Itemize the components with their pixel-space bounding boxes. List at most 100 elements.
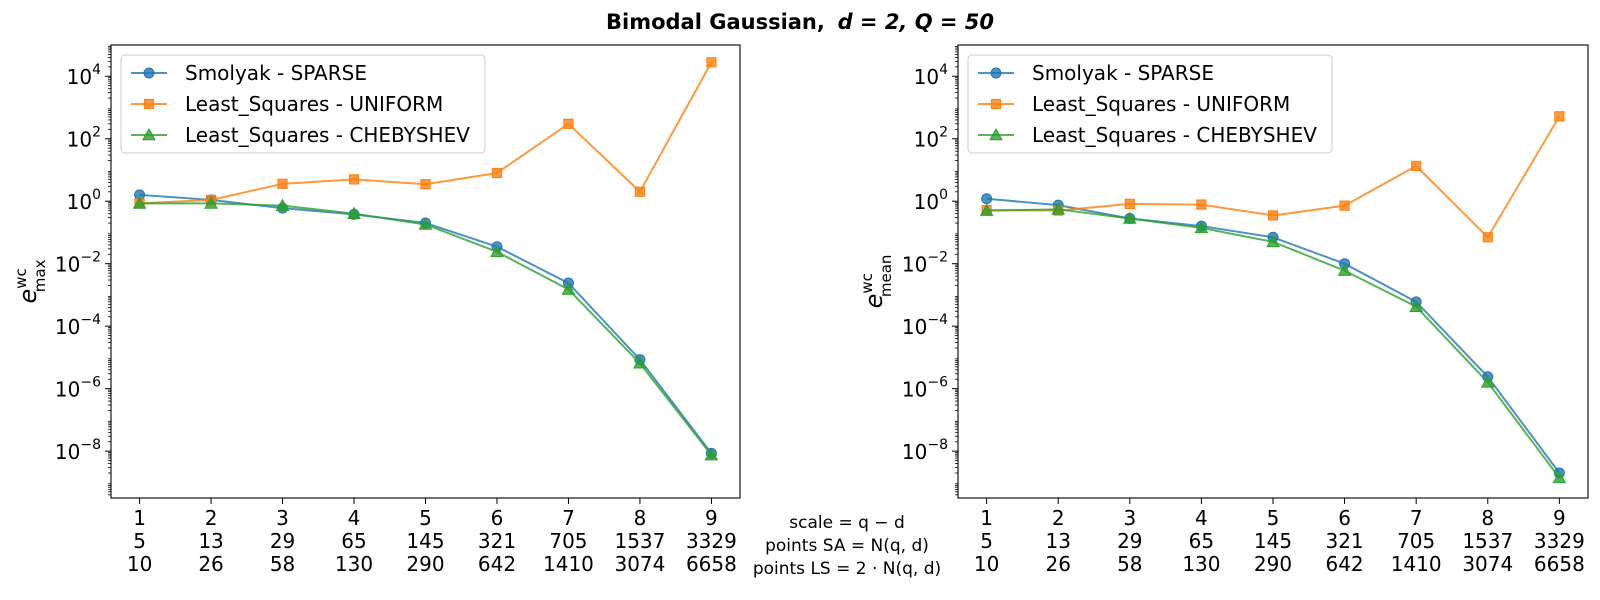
data-point-1-8 (706, 57, 717, 68)
x-tick-label-row2-7: 3074 (614, 552, 665, 576)
x-tick-label-row1-8: 3329 (686, 529, 737, 553)
legend-box (120, 54, 486, 154)
data-point-2-6 (1409, 299, 1424, 313)
data-point-2-2 (1122, 211, 1137, 224)
data-point-2-1 (204, 196, 218, 209)
data-point-2-6 (561, 282, 576, 295)
data-point-2-7 (1480, 375, 1495, 388)
data-point-2-8 (704, 448, 719, 461)
x-tick-label-row2-4: 290 (1254, 552, 1292, 576)
legend-label-0: Smolyak - SPARSE (185, 61, 367, 85)
legend-label-0: Smolyak - SPARSE (1032, 61, 1214, 85)
x-tick-label-row1-2: 29 (270, 529, 295, 553)
data-point-2-2 (275, 198, 290, 211)
data-point-2-7 (633, 356, 647, 369)
y-tick-label-0: 10−8 (902, 437, 948, 464)
x-tick-label-row1-0: 5 (133, 529, 146, 553)
data-point-2-3 (1194, 220, 1209, 234)
data-point-1-2 (1124, 198, 1135, 209)
y-tick-label-3: 10−2 (55, 250, 101, 277)
data-point-0-0 (981, 193, 993, 205)
x-tick-label-row2-3: 130 (1182, 552, 1220, 576)
series-line-triangle-1 (986, 208, 1561, 479)
x-tick-label-row0-4: 5 (1267, 506, 1280, 530)
y-tick-label-4: 100 (914, 187, 948, 214)
x-tick-label-row1-8: 3329 (1534, 529, 1585, 553)
series-line-triangle-0 (139, 202, 713, 456)
x-tick-label-row1-1: 13 (198, 529, 223, 553)
data-point-1-4 (420, 179, 431, 190)
x-tick-label-row0-6: 7 (1410, 506, 1423, 530)
y-tick-label-0: 10−8 (55, 437, 101, 464)
data-point-1-2 (277, 178, 288, 189)
x-tick-label-row2-7: 3074 (1462, 552, 1513, 576)
x-tick-label-row0-6: 7 (562, 506, 575, 530)
data-point-2-4 (1266, 234, 1280, 248)
x-tick-label-row2-8: 6658 (1534, 552, 1585, 576)
data-point-2-8 (1552, 470, 1567, 484)
legend-marker (990, 98, 1002, 110)
data-point-2-1 (1051, 202, 1066, 215)
chart-panel-mean-error: 10−810−610−410−2100102104151021326329584… (858, 44, 1589, 576)
figure-title: Bimodal Gaussian, d = 2, Q = 50 (606, 10, 994, 34)
x-tick-label-row0-0: 1 (133, 506, 146, 530)
data-point-1-3 (1196, 199, 1207, 210)
data-point-1-4 (1267, 210, 1279, 221)
legend-label-1: Least_Squares - UNIFORM (185, 92, 443, 116)
y-axis-label: ewcmax (12, 259, 49, 303)
x-tick-label-row2-1: 26 (1046, 552, 1071, 576)
x-tick-label-row1-7: 1537 (1462, 529, 1513, 553)
x-tick-label-row1-6: 705 (1397, 529, 1435, 553)
x-tick-label-row2-5: 642 (1325, 552, 1363, 576)
data-point-1-6 (563, 118, 574, 129)
y-tick-label-2: 10−4 (902, 312, 948, 339)
data-point-1-7 (634, 186, 646, 197)
x-tick-label-row2-6: 1410 (1391, 552, 1442, 576)
y-tick-label-5: 102 (914, 125, 948, 152)
x-tick-label-row0-4: 5 (419, 506, 432, 530)
scale-label: scale = q − d (789, 513, 905, 533)
x-tick-label-row2-0: 10 (974, 552, 999, 576)
chart-panel-max-error: 10−810−610−410−2100102104151021326329584… (12, 44, 741, 576)
x-tick-label-row0-3: 4 (1195, 506, 1208, 530)
x-tick-label-row2-4: 290 (406, 552, 444, 576)
y-tick-label-1: 10−6 (902, 375, 948, 402)
x-tick-label-row0-5: 6 (1338, 506, 1351, 530)
data-point-2-5 (1337, 263, 1352, 276)
data-point-1-7 (1482, 232, 1493, 243)
legend-label-1: Least_Squares - UNIFORM (1032, 92, 1290, 116)
x-tick-label-row2-3: 130 (335, 552, 373, 576)
y-tick-label-6: 104 (67, 62, 101, 89)
x-tick-label-row2-1: 26 (198, 552, 223, 576)
x-tick-label-row0-8: 9 (1553, 506, 1566, 530)
x-tick-label-row0-1: 2 (1052, 506, 1065, 530)
x-tick-label-row0-2: 3 (276, 506, 289, 530)
y-tick-label-6: 104 (914, 62, 948, 89)
y-tick-label-2: 10−4 (55, 312, 101, 339)
x-tick-label-row1-1: 13 (1046, 529, 1071, 553)
x-tick-label-row0-1: 2 (205, 506, 218, 530)
y-axis-label: ewcmean (858, 255, 895, 309)
y-tick-label-1: 10−6 (55, 375, 101, 402)
x-tick-label-row1-0: 5 (980, 529, 993, 553)
data-point-1-6 (1411, 160, 1422, 171)
data-point-1-5 (1339, 200, 1350, 211)
data-point-2-3 (347, 206, 361, 219)
x-tick-label-row2-6: 1410 (543, 552, 594, 576)
y-tick-label-4: 100 (67, 187, 101, 214)
x-tick-label-row1-7: 1537 (614, 529, 665, 553)
x-tick-label-row1-5: 321 (478, 529, 516, 553)
x-tick-label-row0-7: 8 (634, 506, 647, 530)
x-tick-label-row1-4: 145 (406, 529, 444, 553)
x-tick-label-row1-5: 321 (1325, 529, 1363, 553)
x-tick-label-row0-0: 1 (980, 506, 993, 530)
x-tick-label-row2-2: 58 (1117, 552, 1142, 576)
x-tick-label-row1-6: 705 (549, 529, 587, 553)
data-point-1-5 (491, 167, 503, 179)
data-point-2-0 (132, 196, 147, 209)
x-tick-label-row2-5: 642 (478, 552, 516, 576)
y-tick-label-3: 10−2 (902, 250, 948, 277)
x-tick-label-row2-8: 6658 (686, 552, 737, 576)
x-tick-label-row0-2: 3 (1123, 506, 1136, 530)
